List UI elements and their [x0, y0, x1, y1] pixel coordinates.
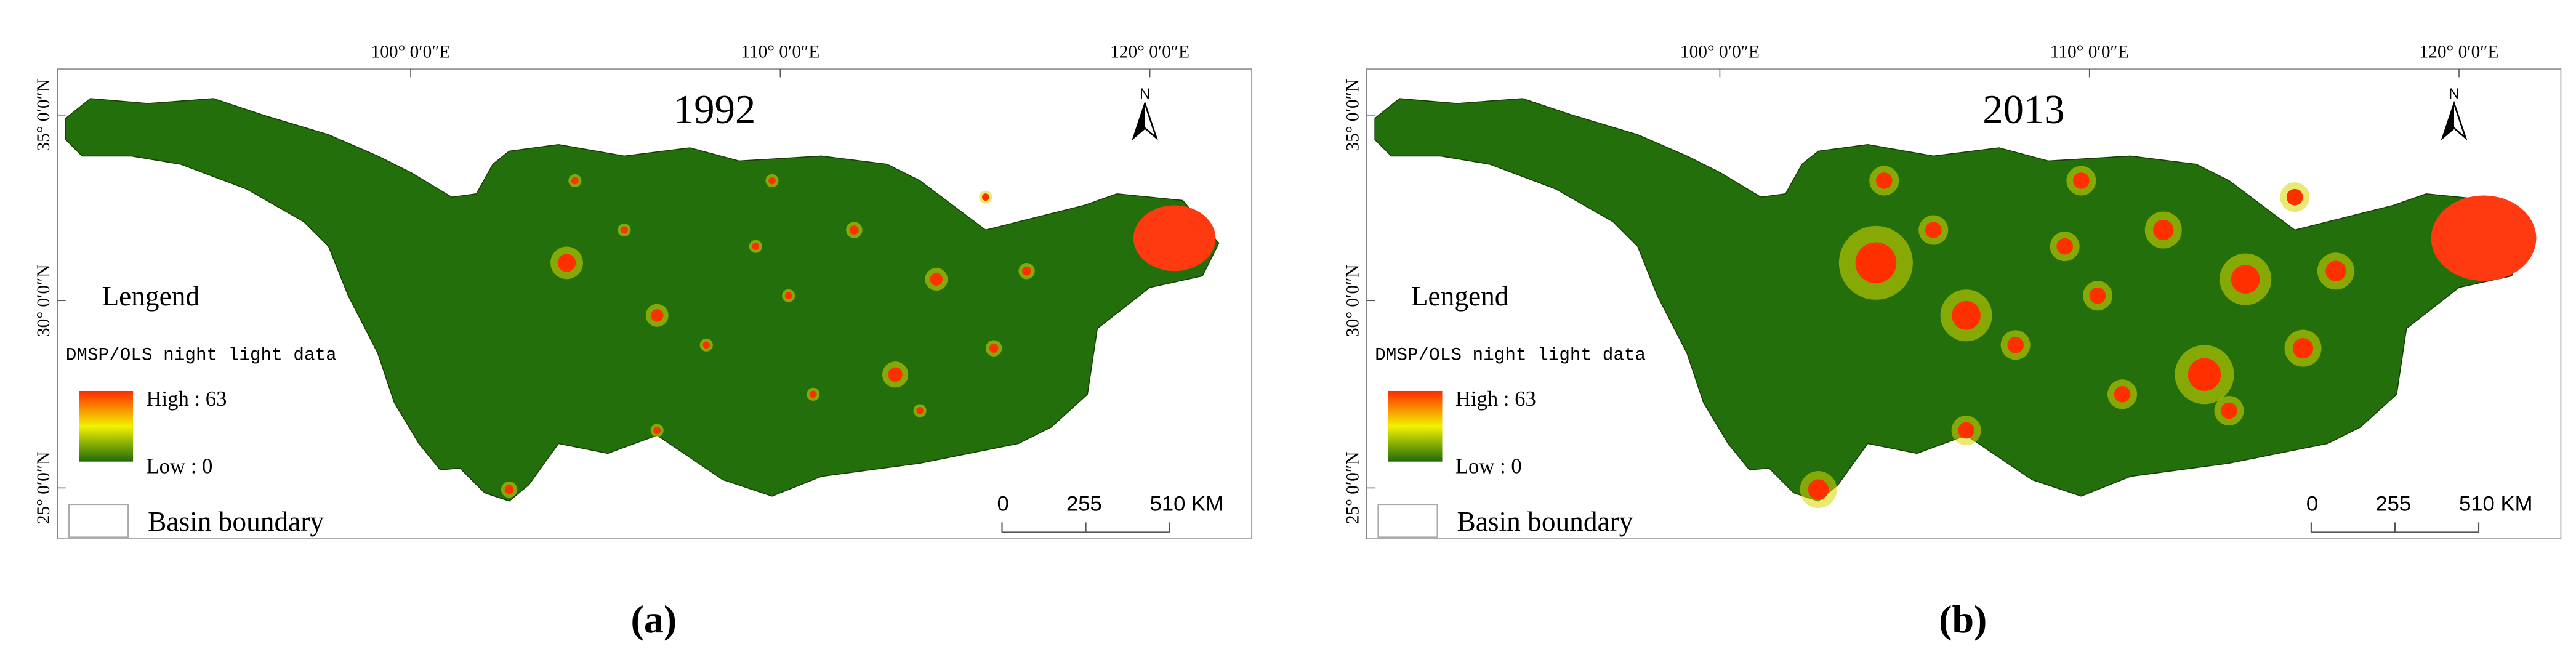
light-core — [702, 341, 710, 349]
light-core — [2073, 172, 2090, 189]
map-panel: 100° 0′0″E 110° 0′0″E 120° 0′0″E 35° 0′0″N 3… — [34, 42, 1252, 641]
legend-boundary-box — [68, 504, 129, 538]
light-core — [1952, 300, 1981, 330]
map-panel: 100° 0′0″E 110° 0′0″E 120° 0′0″E 35° 0′0″N 3… — [1343, 42, 2562, 641]
legend-ramp — [79, 390, 134, 462]
legend-subtitle: DMSP/OLS night light data — [1375, 345, 1646, 365]
longitude-label: 100° 0′0″E — [1680, 42, 1760, 62]
latitude-label: 35° 0′0″N — [1343, 79, 1362, 151]
latitude-label: 25° 0′0″N — [34, 452, 54, 525]
light-core — [809, 390, 817, 398]
light-core — [768, 177, 776, 185]
light-core — [1855, 242, 1897, 284]
light-core — [1875, 172, 1893, 189]
light-core — [2188, 358, 2221, 391]
legend-title: Lengend — [102, 281, 199, 312]
scale-label: 0 — [997, 493, 1009, 516]
legend-boundary-box — [1377, 504, 1438, 538]
light-core — [2089, 287, 2106, 304]
latitude-label: 30° 0′0″N — [1343, 264, 1362, 337]
map-title: 2013 — [1982, 87, 2064, 132]
longitude-label: 110° 0′0″E — [2050, 42, 2129, 62]
light-core — [2286, 188, 2303, 206]
light-core — [2221, 402, 2237, 419]
scale-label: 0 — [2306, 493, 2318, 516]
legend-title: Lengend — [1411, 281, 1509, 312]
map-title: 1992 — [674, 87, 755, 132]
legend-boundary: Basin boundary — [148, 506, 324, 537]
light-core — [888, 367, 903, 382]
light-delta — [1133, 205, 1216, 272]
legend-low: Low : 0 — [146, 454, 212, 478]
north-label: N — [2449, 86, 2459, 102]
longitude-label: 110° 0′0″E — [741, 42, 819, 62]
north-label: N — [1140, 86, 1150, 102]
light-core — [1808, 479, 1829, 500]
light-core — [930, 273, 943, 286]
light-core — [1958, 422, 1974, 439]
legend-high: High : 63 — [146, 387, 227, 411]
longitude-label: 120° 0′0″E — [2420, 42, 2499, 62]
light-core — [1925, 222, 1942, 238]
light-core — [2231, 265, 2260, 294]
scale-label: 510 KM — [2459, 493, 2532, 516]
panel-caption: (a) — [631, 597, 677, 641]
light-core — [2007, 336, 2024, 353]
light-core — [1022, 266, 1031, 276]
longitude-label: 100° 0′0″E — [371, 42, 451, 62]
basin-area — [65, 98, 1220, 502]
scale-label: 255 — [2375, 493, 2411, 516]
light-core — [620, 226, 628, 234]
light-core — [2056, 238, 2074, 255]
light-delta — [2431, 195, 2537, 281]
scale-label: 510 KM — [1150, 493, 1224, 516]
light-core — [650, 308, 664, 322]
legend-high: High : 63 — [1455, 387, 1536, 411]
light-core — [850, 225, 859, 235]
legend-boundary: Basin boundary — [1457, 506, 1633, 537]
legend-low: Low : 0 — [1455, 454, 1522, 478]
light-core — [784, 292, 792, 300]
light-core — [2114, 385, 2131, 403]
light-core — [571, 177, 579, 185]
legend-ramp — [1388, 390, 1443, 462]
light-core — [2153, 219, 2174, 241]
light-core — [557, 254, 576, 272]
light-core — [653, 427, 661, 434]
panel-caption: (b) — [1939, 597, 1987, 641]
longitude-label: 120° 0′0″E — [1110, 42, 1189, 62]
light-core — [2325, 260, 2346, 281]
latitude-label: 35° 0′0″N — [34, 79, 54, 151]
light-core — [981, 193, 989, 201]
latitude-label: 25° 0′0″N — [1343, 452, 1362, 525]
legend-subtitle: DMSP/OLS night light data — [66, 345, 337, 365]
light-core — [504, 485, 514, 494]
latitude-label: 30° 0′0″N — [34, 264, 54, 337]
light-core — [989, 344, 999, 353]
light-core — [752, 243, 760, 251]
light-core — [916, 407, 924, 414]
light-core — [2292, 337, 2314, 359]
scale-label: 255 — [1066, 493, 1102, 516]
